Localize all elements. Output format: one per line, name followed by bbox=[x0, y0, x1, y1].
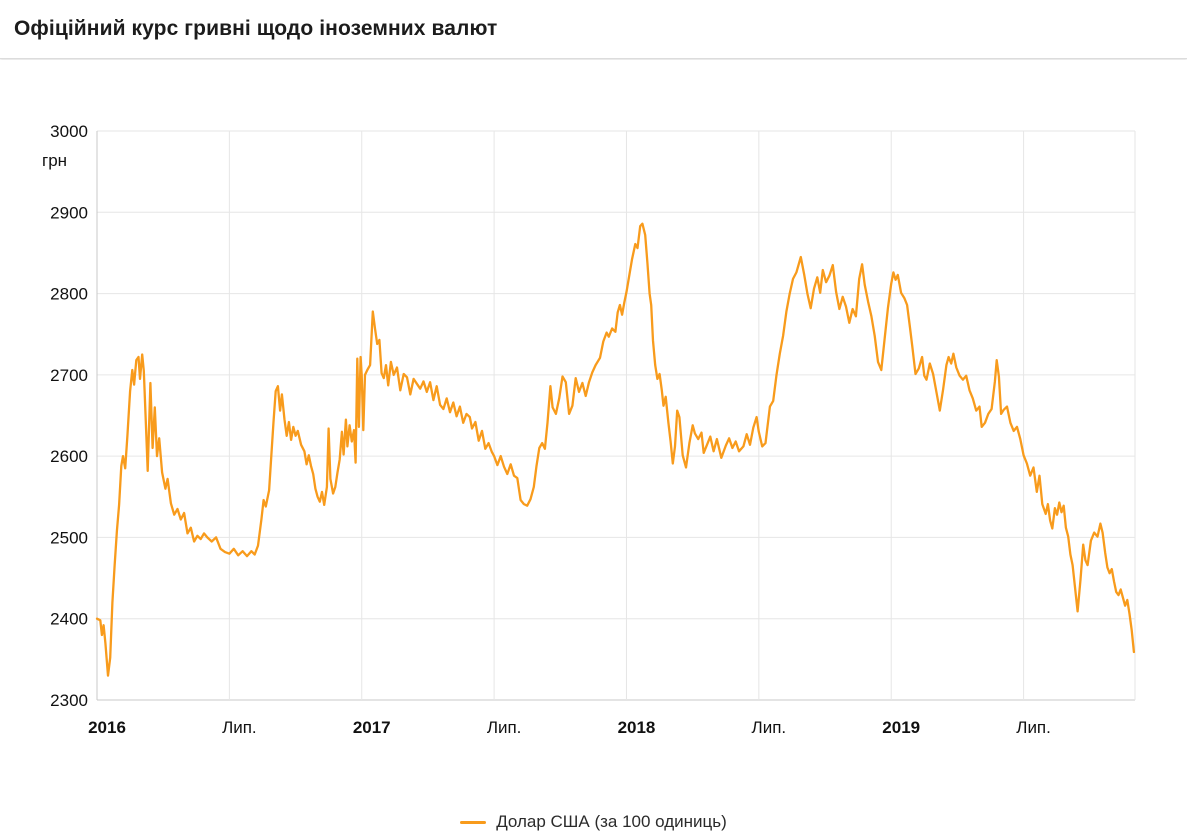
x-tick-label-24: 2018 bbox=[618, 718, 656, 737]
x-tick-label-12: 2017 bbox=[353, 718, 391, 737]
legend-label: Долар США (за 100 одиниць) bbox=[496, 812, 727, 831]
y-tick-label-2600: 2600 bbox=[50, 447, 88, 466]
x-tick-label-18: Лип. bbox=[487, 718, 522, 737]
header: Офіційний курс гривні щодо іноземних вал… bbox=[0, 0, 1187, 59]
y-tick-label-2900: 2900 bbox=[50, 203, 88, 222]
x-tick-label-36: 2019 bbox=[882, 718, 920, 737]
y-axis-unit-label: грн bbox=[42, 151, 68, 170]
legend-line-swatch bbox=[460, 820, 487, 824]
chart-legend: Долар США (за 100 одиниць) bbox=[0, 812, 1187, 832]
y-tick-label-2400: 2400 bbox=[50, 610, 88, 629]
y-tick-label-3000: 3000 bbox=[50, 122, 88, 141]
x-tick-label-42: Лип. bbox=[1016, 718, 1051, 737]
y-tick-label-2800: 2800 bbox=[50, 285, 88, 304]
series-line-0 bbox=[95, 222, 1136, 677]
y-tick-label-2700: 2700 bbox=[50, 366, 88, 385]
x-tick-label-30: Лип. bbox=[752, 718, 787, 737]
chart-container: грн 3000 2900 2800 2700 2600 2500 2400 2300 2016… bbox=[0, 60, 1187, 831]
legend-item-usd[interactable]: Долар США (за 100 одиниць) bbox=[460, 812, 727, 832]
y-tick-label-2500: 2500 bbox=[50, 528, 88, 547]
y-tick-label-2300: 2300 bbox=[50, 691, 88, 710]
x-tick-label-6: Лип. bbox=[222, 718, 257, 737]
page-title: Офіційний курс гривні щодо іноземних вал… bbox=[14, 17, 498, 40]
x-tick-label-0: 2016 bbox=[88, 718, 126, 737]
